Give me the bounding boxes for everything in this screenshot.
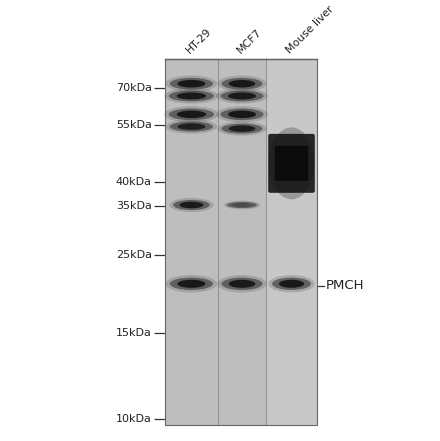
Text: 55kDa: 55kDa	[116, 120, 152, 130]
Ellipse shape	[268, 275, 315, 292]
Ellipse shape	[279, 280, 304, 288]
Ellipse shape	[164, 106, 219, 123]
Ellipse shape	[173, 200, 210, 210]
Text: 25kDa: 25kDa	[116, 250, 152, 260]
Ellipse shape	[170, 122, 213, 131]
Ellipse shape	[165, 120, 217, 134]
FancyBboxPatch shape	[275, 146, 308, 181]
Text: 70kDa: 70kDa	[116, 83, 152, 93]
Text: Mouse liver: Mouse liver	[284, 4, 336, 55]
Text: 15kDa: 15kDa	[116, 328, 152, 338]
Ellipse shape	[177, 80, 205, 87]
Ellipse shape	[177, 111, 206, 118]
Ellipse shape	[169, 198, 213, 212]
Ellipse shape	[165, 75, 217, 92]
Ellipse shape	[169, 90, 214, 101]
Ellipse shape	[228, 111, 256, 118]
Bar	[165, 59, 317, 425]
Ellipse shape	[272, 277, 311, 290]
Ellipse shape	[224, 201, 260, 209]
Text: MCF7: MCF7	[235, 26, 264, 55]
Bar	[218, 59, 266, 425]
Text: PMCH: PMCH	[326, 279, 364, 292]
Ellipse shape	[268, 127, 315, 199]
Ellipse shape	[177, 123, 205, 130]
Ellipse shape	[169, 108, 214, 120]
Ellipse shape	[217, 75, 267, 92]
Text: HT-29: HT-29	[184, 26, 213, 55]
Ellipse shape	[217, 122, 267, 136]
Ellipse shape	[216, 88, 268, 104]
Ellipse shape	[220, 90, 264, 101]
Ellipse shape	[177, 93, 206, 100]
Text: 10kDa: 10kDa	[116, 414, 152, 423]
Ellipse shape	[164, 88, 219, 104]
Ellipse shape	[177, 280, 205, 288]
Ellipse shape	[221, 123, 263, 134]
Ellipse shape	[229, 125, 255, 132]
Ellipse shape	[217, 275, 267, 292]
Ellipse shape	[165, 275, 217, 292]
Ellipse shape	[221, 78, 263, 90]
Ellipse shape	[170, 78, 213, 90]
Bar	[165, 59, 218, 425]
Ellipse shape	[227, 202, 257, 208]
Ellipse shape	[229, 80, 255, 87]
Text: 35kDa: 35kDa	[116, 201, 152, 211]
FancyBboxPatch shape	[268, 134, 315, 193]
Ellipse shape	[232, 203, 252, 207]
Ellipse shape	[229, 280, 255, 288]
Ellipse shape	[220, 108, 264, 120]
Ellipse shape	[180, 202, 203, 208]
Bar	[266, 59, 317, 425]
Ellipse shape	[216, 106, 268, 123]
Text: 40kDa: 40kDa	[116, 177, 152, 187]
Ellipse shape	[170, 277, 213, 290]
Ellipse shape	[228, 93, 256, 100]
Ellipse shape	[221, 277, 263, 290]
